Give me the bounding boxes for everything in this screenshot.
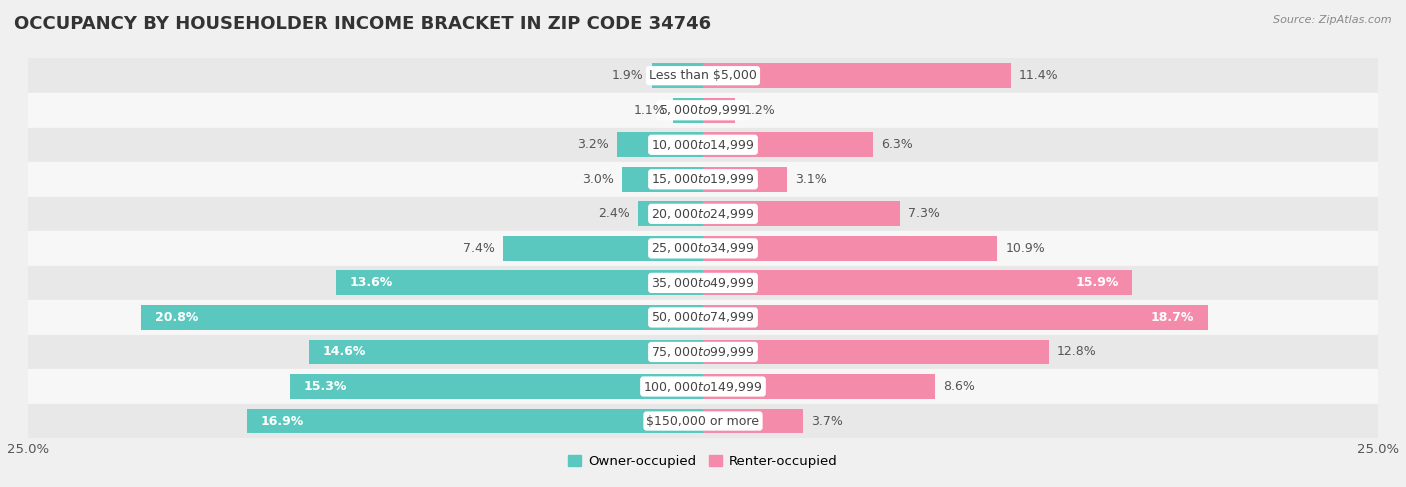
Text: 14.6%: 14.6%	[322, 345, 366, 358]
Text: $35,000 to $49,999: $35,000 to $49,999	[651, 276, 755, 290]
Text: 15.3%: 15.3%	[304, 380, 347, 393]
Bar	[652, 63, 703, 88]
Bar	[703, 236, 997, 261]
Bar	[336, 270, 703, 295]
Bar	[703, 305, 1208, 330]
Text: $20,000 to $24,999: $20,000 to $24,999	[651, 207, 755, 221]
Text: OCCUPANCY BY HOUSEHOLDER INCOME BRACKET IN ZIP CODE 34746: OCCUPANCY BY HOUSEHOLDER INCOME BRACKET …	[14, 15, 711, 33]
Text: $10,000 to $14,999: $10,000 to $14,999	[651, 138, 755, 152]
Bar	[28, 58, 1378, 93]
Text: 15.9%: 15.9%	[1076, 277, 1119, 289]
Legend: Owner-occupied, Renter-occupied: Owner-occupied, Renter-occupied	[562, 450, 844, 473]
Bar	[503, 236, 703, 261]
Bar	[703, 63, 1011, 88]
Bar	[638, 202, 703, 226]
Text: $5,000 to $9,999: $5,000 to $9,999	[659, 103, 747, 117]
Text: Source: ZipAtlas.com: Source: ZipAtlas.com	[1274, 15, 1392, 25]
Bar	[28, 335, 1378, 369]
Text: 18.7%: 18.7%	[1152, 311, 1194, 324]
Bar	[28, 231, 1378, 265]
Text: 1.9%: 1.9%	[612, 69, 644, 82]
Bar	[290, 374, 703, 399]
Text: 16.9%: 16.9%	[260, 414, 304, 428]
Bar	[142, 305, 703, 330]
Text: 1.1%: 1.1%	[634, 104, 665, 117]
Text: 11.4%: 11.4%	[1019, 69, 1059, 82]
Text: 3.1%: 3.1%	[794, 173, 827, 186]
Text: $100,000 to $149,999: $100,000 to $149,999	[644, 379, 762, 393]
Text: 13.6%: 13.6%	[349, 277, 392, 289]
Bar	[621, 167, 703, 192]
Text: $75,000 to $99,999: $75,000 to $99,999	[651, 345, 755, 359]
Text: 8.6%: 8.6%	[943, 380, 976, 393]
Text: 10.9%: 10.9%	[1005, 242, 1045, 255]
Bar	[703, 132, 873, 157]
Bar	[703, 202, 900, 226]
Bar	[617, 132, 703, 157]
Text: $25,000 to $34,999: $25,000 to $34,999	[651, 242, 755, 255]
Text: 20.8%: 20.8%	[155, 311, 198, 324]
Text: 3.7%: 3.7%	[811, 414, 842, 428]
Bar	[28, 300, 1378, 335]
Bar	[703, 339, 1049, 364]
Bar	[703, 167, 787, 192]
Text: $15,000 to $19,999: $15,000 to $19,999	[651, 172, 755, 187]
Text: 7.4%: 7.4%	[463, 242, 495, 255]
Text: 3.0%: 3.0%	[582, 173, 614, 186]
Bar	[309, 339, 703, 364]
Bar	[703, 374, 935, 399]
Text: 3.2%: 3.2%	[576, 138, 609, 151]
Bar	[703, 409, 803, 433]
Bar	[28, 197, 1378, 231]
Bar	[28, 265, 1378, 300]
Bar	[247, 409, 703, 433]
Text: Less than $5,000: Less than $5,000	[650, 69, 756, 82]
Text: 2.4%: 2.4%	[599, 207, 630, 220]
Text: 6.3%: 6.3%	[882, 138, 912, 151]
Text: 7.3%: 7.3%	[908, 207, 941, 220]
Text: 1.2%: 1.2%	[744, 104, 775, 117]
Bar	[28, 369, 1378, 404]
Bar	[28, 162, 1378, 197]
Bar	[703, 270, 1132, 295]
Text: $50,000 to $74,999: $50,000 to $74,999	[651, 310, 755, 324]
Bar	[673, 98, 703, 123]
Text: 12.8%: 12.8%	[1057, 345, 1097, 358]
Bar	[703, 98, 735, 123]
Text: $150,000 or more: $150,000 or more	[647, 414, 759, 428]
Bar	[28, 404, 1378, 438]
Bar	[28, 93, 1378, 128]
Bar	[28, 128, 1378, 162]
